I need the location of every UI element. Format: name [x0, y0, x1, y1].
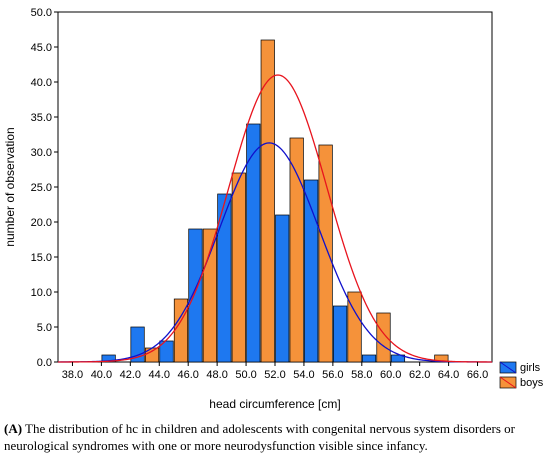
legend-label-girls: girls — [520, 362, 541, 374]
plot-area — [57, 11, 493, 363]
y-tick-label: 0.0 — [37, 357, 52, 369]
caption-text: The distribution of hc in children and a… — [4, 421, 515, 453]
x-tick-label: 46.0 — [177, 369, 198, 381]
bar-boys — [231, 172, 246, 363]
y-axis-ticks: 0.0 5.0 10.0 15.0 20.0 25.0 30.0 35.0 40.0 45.0 50… — [31, 7, 58, 369]
y-tick-label: 40.0 — [31, 77, 52, 89]
y-tick-label: 45.0 — [31, 42, 52, 54]
x-axis-ticks: 38.0 40.0 42.0 44.0 46.0 48.0 50.0 52.0 54.0 56.0… — [62, 362, 488, 381]
normal-fit-curves — [58, 74, 493, 363]
bar-boys — [260, 39, 275, 363]
bar-girls — [188, 228, 203, 363]
bar-boys — [347, 291, 362, 363]
bar-boys — [144, 347, 160, 363]
y-tick-label: 5.0 — [37, 322, 52, 334]
bar-girls — [217, 193, 232, 363]
x-tick-label: 40.0 — [91, 369, 112, 381]
x-tick-label: 50.0 — [235, 369, 256, 381]
caption-label: (A) — [4, 421, 23, 436]
x-tick-label: 66.0 — [467, 369, 488, 381]
bar-girls — [246, 123, 261, 363]
bar-girls — [304, 179, 319, 363]
x-tick-label: 48.0 — [206, 369, 227, 381]
x-tick-label: 54.0 — [293, 369, 314, 381]
y-tick-label: 15.0 — [31, 252, 52, 264]
normal-curve-girls — [58, 142, 492, 363]
x-tick-label: 64.0 — [438, 369, 459, 381]
x-tick-label: 42.0 — [120, 369, 141, 381]
y-tick-label: 30.0 — [31, 147, 52, 159]
bar-girls — [275, 214, 290, 363]
legend-line-boys — [499, 376, 517, 389]
bar-boys — [289, 137, 304, 363]
bar-boys — [318, 144, 333, 363]
x-tick-label: 52.0 — [264, 369, 285, 381]
x-axis-label: head circumference [cm] — [209, 397, 340, 411]
x-tick-label: 62.0 — [409, 369, 430, 381]
bar-girls — [101, 354, 116, 363]
y-tick-label: 35.0 — [31, 112, 52, 124]
x-tick-label: 44.0 — [149, 369, 170, 381]
y-tick-label: 10.0 — [31, 287, 52, 299]
x-tick-label: 56.0 — [322, 369, 343, 381]
normal-curve-boys — [58, 74, 493, 363]
legend-line-girls — [499, 361, 517, 374]
bar-girls — [159, 340, 174, 363]
histogram-chart: 0.0 5.0 10.0 15.0 20.0 25.0 30.0 35.0 40.0 45.0 50… — [3, 7, 544, 411]
figure-caption: (A) The distribution of hc in children a… — [4, 420, 546, 454]
bar-girls — [333, 305, 348, 363]
bar-girls — [361, 354, 377, 363]
y-axis-label: number of observation — [3, 127, 17, 246]
legend-label-boys: boys — [520, 377, 544, 389]
bar-girls — [390, 354, 406, 363]
x-tick-label: 60.0 — [380, 369, 401, 381]
y-tick-label: 25.0 — [31, 182, 52, 194]
y-tick-label: 50.0 — [31, 7, 52, 19]
y-tick-label: 20.0 — [31, 217, 52, 229]
bar-boys — [376, 312, 391, 363]
x-tick-label: 38.0 — [62, 369, 83, 381]
legend: girls boys — [499, 361, 544, 389]
x-tick-label: 58.0 — [351, 369, 372, 381]
bar-boys — [202, 228, 217, 363]
bar-group — [101, 39, 449, 363]
